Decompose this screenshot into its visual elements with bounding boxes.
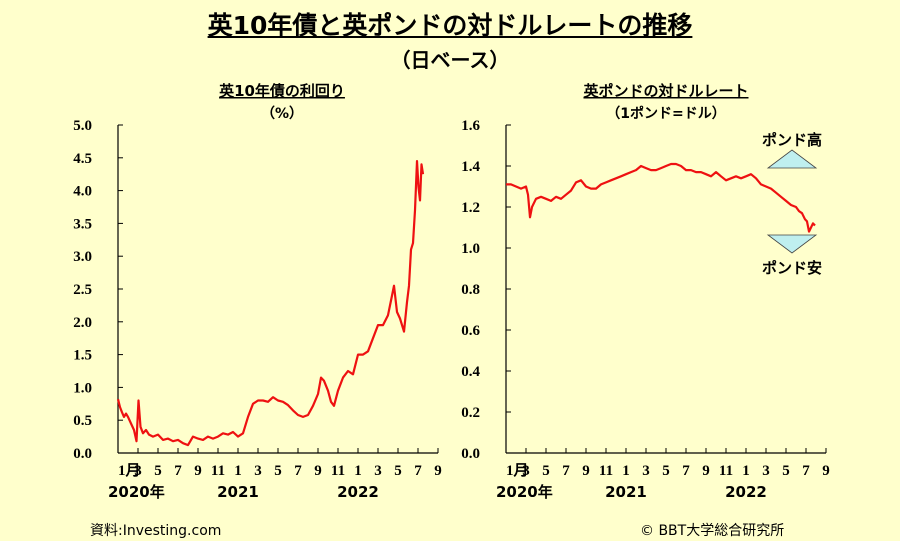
yield-year-label: 2020年 — [108, 483, 165, 501]
yield-year-label: 2021 — [217, 483, 259, 501]
yield-y-tick-label: 2.0 — [73, 315, 92, 331]
source-note: 資料:Investing.com — [90, 523, 222, 539]
gbpusd-x-tick-label: 9 — [822, 463, 830, 479]
pound-strong-label: ポンド高 — [762, 131, 822, 149]
yield-x-tick-label: 5 — [274, 463, 282, 479]
yield-x-tick-label: 9 — [194, 463, 202, 479]
gbpusd-x-tick-label: 5 — [662, 463, 670, 479]
yield-y-tick-label: 2.5 — [73, 282, 92, 298]
yield-chart: 英10年債の利回り （%） 0.0 0.5 1.0 1.5 2.0 2.5 3.0 3.5 4.… — [73, 82, 442, 501]
yield-x-tick-label: 7 — [414, 463, 422, 479]
yield-chart-title: 英10年債の利回り — [219, 82, 345, 100]
gbpusd-year-label: 2022 — [725, 483, 767, 501]
gbpusd-y-tick-label: 1.4 — [461, 159, 480, 175]
gbpusd-x-tick-label: 5 — [542, 463, 550, 479]
gbpusd-y-tick-label: 0.6 — [461, 323, 480, 339]
gbpusd-year-label: 2021 — [605, 483, 647, 501]
gbpusd-year-label: 2020年 — [496, 483, 553, 501]
yield-x-tick-label: 11 — [211, 463, 225, 479]
yield-year-label: 2022 — [337, 483, 379, 501]
copyright-note: © BBT大学総合研究所 — [640, 523, 785, 539]
yield-y-tick-label: 4.0 — [73, 184, 92, 200]
gbpusd-y-tick-label: 1.6 — [461, 118, 480, 134]
gbpusd-x-tick-label: 7 — [682, 463, 690, 479]
page-subtitle: （日ベース） — [390, 48, 510, 72]
gbpusd-x-tick-label: 5 — [782, 463, 790, 479]
yield-y-tick-label: 5.0 — [73, 118, 92, 134]
yield-y-tick-label: 4.5 — [73, 151, 92, 167]
yield-x-tick-label: 5 — [154, 463, 162, 479]
yield-x-tick-label: 7 — [294, 463, 302, 479]
gbpusd-y-tick-label: 1.2 — [461, 200, 480, 216]
gbpusd-x-tick-label: 3 — [522, 463, 530, 479]
gbpusd-x-tick-label: 3 — [762, 463, 770, 479]
up-triangle-icon — [766, 149, 818, 169]
yield-y-tick-label: 1.0 — [73, 380, 92, 396]
yield-x-tick-label: 9 — [434, 463, 442, 479]
yield-x-tick-label: 3 — [254, 463, 262, 479]
yield-series-line — [116, 160, 425, 447]
yield-y-tick-label: 3.5 — [73, 216, 92, 232]
gbpusd-x-tick-label: 9 — [702, 463, 710, 479]
gbpusd-x-tick-label: 9 — [582, 463, 590, 479]
yield-y-tick-label: 0.0 — [73, 446, 92, 462]
gbpusd-y-tick-label: 1.0 — [461, 241, 480, 257]
yield-y-tick-label: 1.5 — [73, 348, 92, 364]
gbpusd-x-tick-label: 7 — [802, 463, 810, 479]
yield-y-tick-label: 0.5 — [73, 413, 92, 429]
gbpusd-y-tick-label: 0.2 — [461, 405, 480, 421]
gbpusd-x-tick-label: 3 — [642, 463, 650, 479]
gbpusd-chart-unit: （1ポンド=ドル） — [606, 105, 725, 122]
yield-x-tick-label: 1 — [234, 463, 242, 479]
gbpusd-y-tick-label: 0.8 — [461, 282, 480, 298]
down-triangle-icon — [766, 234, 818, 254]
gbpusd-x-tick-label: 1 — [742, 463, 750, 479]
pound-weak-annotation: ポンド安 — [762, 234, 822, 277]
gbpusd-chart: 英ポンドの対ドルレート （1ポンド=ドル） 0.0 0.2 0.4 0.6 0.8 1.0… — [461, 82, 830, 501]
yield-x-tick-label: 5 — [394, 463, 402, 479]
gbpusd-series-line — [506, 162, 816, 233]
yield-x-tick-label: 3 — [374, 463, 382, 479]
yield-chart-unit: （%） — [261, 106, 303, 122]
gbpusd-x-tick-label: 11 — [719, 463, 733, 479]
yield-x-tick-label: 9 — [314, 463, 322, 479]
gbpusd-x-tick-label: 11 — [599, 463, 613, 479]
yield-x-tick-label: 3 — [134, 463, 142, 479]
yield-x-tick-label: 1月 — [118, 462, 141, 479]
gbpusd-x-tick-label: 1月 — [506, 462, 529, 479]
page-title: 英10年債と英ポンドの対ドルレートの推移 — [207, 11, 693, 40]
pound-weak-label: ポンド安 — [762, 259, 822, 277]
gbpusd-y-tick-label: 0.0 — [461, 446, 480, 462]
yield-x-tick-label: 11 — [331, 463, 345, 479]
yield-x-tick-label: 7 — [174, 463, 182, 479]
gbpusd-y-tick-label: 0.4 — [461, 364, 480, 380]
pound-strong-annotation: ポンド高 — [762, 131, 822, 169]
gbpusd-x-tick-label: 7 — [562, 463, 570, 479]
gbpusd-chart-title: 英ポンドの対ドルレート — [583, 82, 748, 100]
gbpusd-x-tick-label: 1 — [622, 463, 630, 479]
yield-x-tick-label: 1 — [354, 463, 362, 479]
yield-y-tick-label: 3.0 — [73, 249, 92, 265]
